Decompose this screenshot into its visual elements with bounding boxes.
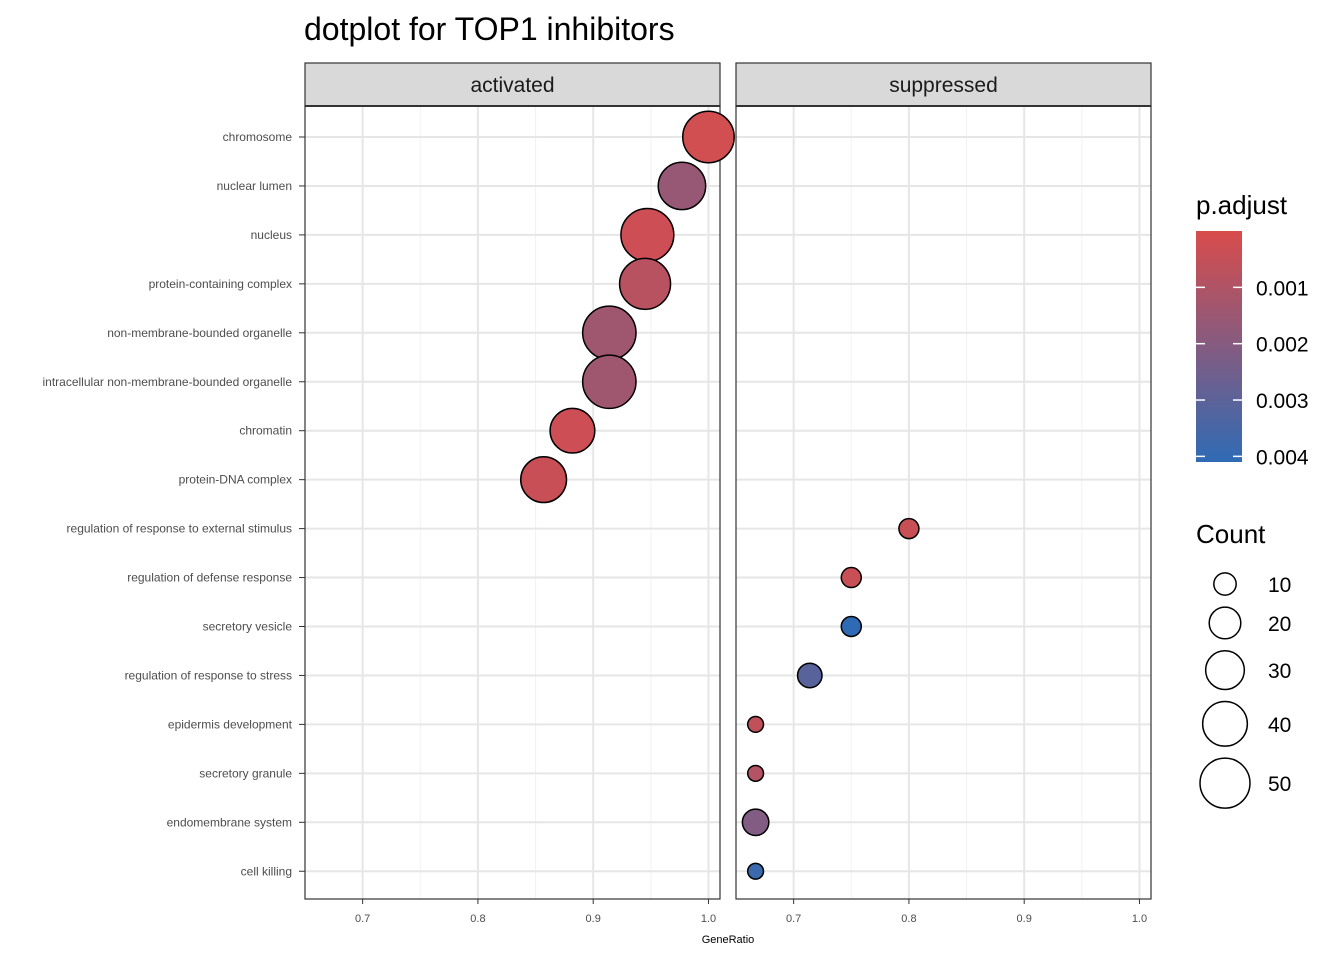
x-tick-label: 1.0 — [701, 913, 716, 925]
p-adjust-legend: p.adjust 0.001 0.002 0.003 0.004 — [1196, 190, 1309, 469]
x-tick-label: 0.8 — [470, 913, 485, 925]
chart-title: dotplot for TOP1 inhibitors — [304, 11, 675, 47]
dot-activated-5 — [581, 354, 637, 410]
y-tick-label: regulation of response to external stimu… — [67, 522, 292, 536]
y-tick-label: chromosome — [223, 130, 293, 144]
dot-suppressed-1 — [840, 566, 863, 589]
p-adjust-legend-label: 0.004 — [1256, 446, 1309, 469]
count-legend-label: 10 — [1268, 574, 1291, 597]
p-adjust-legend-title: p.adjust — [1196, 190, 1288, 220]
dot-suppressed-3 — [796, 662, 823, 689]
x-tick-label: 0.9 — [1017, 913, 1032, 925]
y-tick-label: secretory granule — [199, 766, 292, 780]
y-tick-label: regulation of response to stress — [125, 668, 292, 682]
y-tick-label: protein-containing complex — [149, 277, 292, 291]
dot-activated-0 — [682, 110, 735, 164]
count-legend-label: 40 — [1268, 714, 1291, 737]
count-legend-label: 30 — [1268, 660, 1291, 683]
dot-activated-7 — [519, 456, 568, 504]
p-adjust-legend-label: 0.001 — [1256, 277, 1309, 300]
y-tick-label: endomembrane system — [167, 815, 292, 829]
p-adjust-colorbar — [1196, 231, 1242, 462]
facet-panel-activated: activated 0.7 0.8 0.9 1.0 — [304, 62, 735, 925]
x-axis-title: GeneRatio — [702, 934, 755, 946]
dot-suppressed-7 — [746, 862, 765, 880]
dot-suppressed-0 — [898, 517, 920, 540]
x-tick-label: 0.7 — [355, 913, 370, 925]
y-tick-label: nucleus — [251, 228, 292, 242]
dot-activated-4 — [581, 305, 637, 361]
y-tick-label: cell killing — [241, 864, 292, 878]
count-legend-circle — [1204, 650, 1246, 691]
dot-suppressed-2 — [840, 615, 863, 638]
dot-activated-2 — [620, 207, 675, 263]
count-legend-circle — [1199, 757, 1251, 809]
dot-suppressed-6 — [741, 808, 770, 837]
facet-panels: activated 0.7 0.8 0.9 1.0 suppressed 0.7 0.8 0.9… — [304, 62, 1152, 925]
count-legend-circle — [1208, 606, 1242, 640]
panel-background — [736, 106, 1151, 899]
count-legend-label: 50 — [1268, 773, 1291, 796]
facet-panel-suppressed: suppressed 0.7 0.8 0.9 1.0 — [735, 62, 1152, 925]
y-tick-label: intracellular non-membrane-bounded organ… — [43, 375, 293, 389]
count-legend-title: Count — [1196, 519, 1266, 549]
y-tick-label: protein-DNA complex — [179, 473, 292, 487]
count-legend-circle — [1201, 700, 1249, 747]
p-adjust-legend-label: 0.002 — [1256, 334, 1309, 357]
y-tick-label: regulation of defense response — [127, 571, 292, 585]
y-tick-label: chromatin — [239, 424, 292, 438]
y-tick-label: nuclear lumen — [217, 179, 292, 193]
strip-background — [304, 62, 721, 107]
x-tick-label: 1.0 — [1132, 913, 1147, 925]
count-legend-label: 20 — [1268, 613, 1291, 636]
y-axis: chromosome nuclear lumen nucleus protein-co… — [43, 130, 305, 878]
count-legend: Count 10 20 30 40 50 — [1196, 519, 1291, 809]
x-tick-label: 0.9 — [586, 913, 601, 925]
strip-background — [735, 62, 1152, 107]
strip-label-activated: activated — [470, 74, 554, 97]
p-adjust-legend-label: 0.003 — [1256, 390, 1309, 413]
dot-suppressed-4 — [746, 715, 765, 734]
dot-activated-6 — [549, 407, 596, 454]
dot-activated-1 — [657, 161, 707, 211]
strip-label-suppressed: suppressed — [889, 74, 998, 97]
count-legend-circle — [1213, 572, 1237, 596]
dot-suppressed-5 — [746, 764, 765, 782]
x-tick-label: 0.8 — [901, 913, 916, 925]
y-tick-label: non-membrane-bounded organelle — [107, 326, 292, 340]
y-tick-label: secretory vesicle — [203, 620, 293, 634]
y-tick-label: epidermis development — [168, 717, 293, 731]
x-tick-label: 0.7 — [786, 913, 801, 925]
dot-activated-3 — [618, 257, 672, 311]
